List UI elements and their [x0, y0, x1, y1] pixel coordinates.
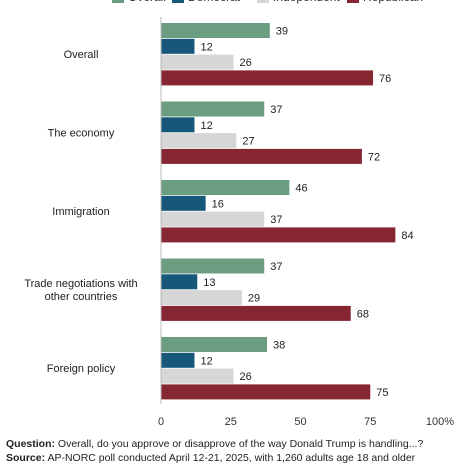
category-label: Immigration [52, 206, 109, 218]
x-tick-label: 50 [294, 416, 306, 428]
bar [161, 117, 195, 133]
bar [161, 23, 270, 38]
bar [161, 258, 265, 274]
data-label: 75 [376, 387, 388, 399]
bar [161, 180, 290, 195]
x-tick-label: 100% [426, 416, 454, 428]
data-label: 37 [270, 261, 282, 273]
category-label: Trade negotiations with other countries [24, 278, 137, 303]
data-label: 12 [200, 120, 212, 132]
data-label: 68 [357, 308, 369, 320]
category-label: Foreign policy [47, 363, 116, 375]
question-text: Overall, do you approve or disapprove of… [57, 438, 424, 450]
bar [161, 195, 206, 211]
bar [161, 368, 234, 384]
bar [161, 227, 396, 243]
category-label: The economy [48, 128, 115, 140]
legend-swatch [172, 0, 184, 3]
bar [161, 290, 242, 306]
legend-label: Overall [128, 0, 166, 4]
category-label: Overall [64, 49, 99, 61]
legend-swatch [347, 0, 359, 3]
data-label: 38 [273, 340, 285, 352]
bar [161, 384, 371, 400]
data-label: 76 [379, 73, 391, 85]
x-tick-label: 0 [158, 416, 164, 428]
bar [161, 70, 374, 86]
bar [161, 54, 234, 70]
grouped-bar-chart: Overall Democrat Independent Republican 39 12… [24, 0, 454, 428]
bar [161, 101, 265, 117]
data-label: 84 [401, 230, 413, 242]
data-label: 37 [270, 104, 282, 116]
data-label: 39 [276, 26, 288, 38]
data-label: 12 [200, 41, 212, 53]
bar [161, 148, 362, 164]
x-tick-label: 25 [225, 416, 237, 428]
bar [161, 274, 198, 290]
data-label: 13 [203, 277, 215, 289]
source-text: AP-NORC poll conducted April 12-21, 2025… [47, 452, 416, 464]
legend-label: Independent [273, 0, 340, 4]
bar [161, 305, 351, 321]
data-label: 37 [270, 214, 282, 226]
data-label: 27 [242, 136, 254, 148]
data-label: 16 [212, 198, 224, 210]
data-label: 12 [200, 355, 212, 367]
x-tick-label: 75 [364, 416, 376, 428]
legend-swatch [112, 0, 124, 3]
bar [161, 352, 195, 368]
bar [161, 133, 237, 149]
question-label: Question: [6, 438, 55, 450]
source-label: Source: [6, 452, 46, 464]
chart-notes: Question: Overall, do you approve or dis… [6, 437, 458, 465]
legend-label: Republican [363, 0, 423, 4]
data-label: 72 [368, 151, 380, 163]
bar [161, 38, 195, 54]
data-label: 26 [240, 57, 252, 69]
legend-swatch [257, 0, 269, 3]
bar [161, 337, 268, 352]
data-label: 46 [295, 183, 307, 195]
source-note: Source: AP-NORC poll conducted April 12-… [6, 451, 458, 465]
data-label: 26 [240, 371, 252, 383]
question-note: Question: Overall, do you approve or dis… [6, 437, 458, 451]
bar [161, 211, 265, 227]
legend-label: Democrat [188, 0, 241, 4]
data-label: 29 [248, 293, 260, 305]
